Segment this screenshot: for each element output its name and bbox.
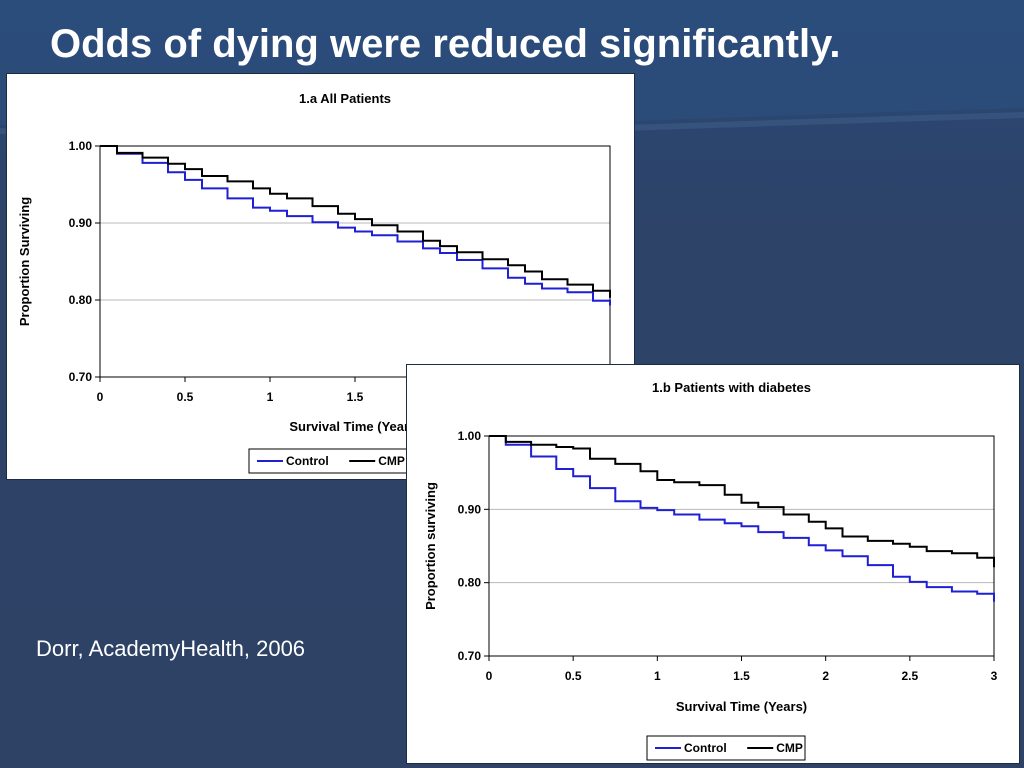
x-tick-label: 1.5 — [347, 390, 364, 404]
x-tick-label: 1.5 — [733, 669, 750, 683]
x-tick-label: 2 — [822, 669, 829, 683]
chart-all-patients-svg: 1.a All Patients 0.70 0.80 0.90 1.00 0 0.5 1 1.5… — [17, 91, 614, 474]
chart-patients-diabetes-svg: 1.b Patients with diabetes 0.70 0.80 0.90 1.… — [423, 380, 998, 761]
legend-label-cmp: CMP — [378, 454, 405, 468]
y-axis-label: Proportion Surviving — [17, 197, 32, 326]
chart-title: 1.a All Patients — [299, 91, 391, 106]
legend-label-cmp: CMP — [776, 741, 803, 755]
y-tick-label: 0.70 — [69, 370, 93, 384]
legend-label-control: Control — [684, 741, 727, 755]
x-tick-label: 3 — [991, 669, 998, 683]
y-tick-label: 1.00 — [458, 429, 482, 443]
x-tick-label: 1 — [267, 390, 274, 404]
chart-title: 1.b Patients with diabetes — [652, 380, 811, 395]
x-axis-label: Survival Time (Years) — [676, 699, 807, 714]
x-tick-label: 2.5 — [901, 669, 918, 683]
y-tick-label: 0.70 — [458, 649, 482, 663]
legend-label-control: Control — [286, 454, 329, 468]
plot-area — [99, 145, 611, 378]
slide-title: Odds of dying were reduced significantly… — [50, 22, 841, 66]
citation: Dorr, AcademyHealth, 2006 — [36, 636, 306, 661]
x-tick-label: 1 — [654, 669, 661, 683]
series-line-control — [489, 435, 995, 602]
y-tick-label: 0.80 — [458, 576, 482, 590]
y-tick-label: 0.90 — [458, 502, 482, 516]
series-line-cmp — [489, 435, 995, 568]
series-line-cmp — [100, 145, 611, 298]
chart-patients-diabetes: 1.b Patients with diabetes 0.70 0.80 0.90 1.… — [406, 364, 1020, 764]
y-tick-label: 0.90 — [69, 216, 93, 230]
series-line-control — [100, 145, 611, 306]
x-tick-label: 0 — [97, 390, 104, 404]
x-tick-label: 0.5 — [565, 669, 582, 683]
x-tick-label: 0 — [486, 669, 493, 683]
y-tick-label: 1.00 — [69, 139, 93, 153]
y-axis-label: Proportion surviving — [423, 482, 438, 610]
x-axis-label: Survival Time (Years) — [289, 419, 420, 434]
legend-box — [248, 448, 415, 474]
x-tick-label: 0.5 — [177, 390, 194, 404]
y-tick-label: 0.80 — [69, 293, 93, 307]
